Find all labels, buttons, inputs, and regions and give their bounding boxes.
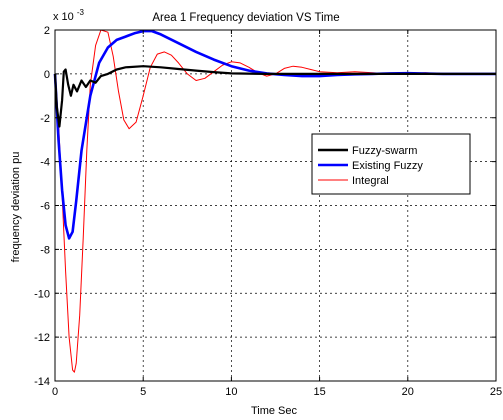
- y-tick-label: -6: [40, 201, 50, 213]
- x-tick-label: 5: [140, 386, 146, 398]
- x-tick-label: 25: [490, 386, 502, 398]
- y-tick-label: 0: [44, 69, 50, 81]
- x-tick-label: 20: [402, 386, 414, 398]
- y-scale-base: x 10: [53, 11, 74, 23]
- x-tick-label: 15: [313, 386, 325, 398]
- y-scale-note: x 10 -3: [53, 8, 85, 23]
- legend-label-fuzzy-swarm: Fuzzy-swarm: [352, 145, 417, 157]
- y-axis-title: frequency deviation pu: [10, 152, 22, 263]
- legend-label-existing-fuzzy: Existing Fuzzy: [352, 160, 423, 172]
- y-tick-label: -10: [34, 288, 50, 300]
- x-tick-labels: 0 5 10 15 20 25: [52, 386, 502, 398]
- y-tick-label: -12: [34, 332, 50, 344]
- chart-title: Area 1 Frequency deviation VS Time: [152, 12, 339, 24]
- x-axis-title: Time Sec: [251, 405, 298, 417]
- legend: Fuzzy-swarm Existing Fuzzy Integral: [311, 133, 471, 195]
- y-tick-label: -2: [40, 113, 50, 125]
- y-scale-exponent: -3: [77, 8, 85, 17]
- grid: [55, 30, 496, 381]
- x-tick-label: 10: [225, 386, 237, 398]
- y-tick-label: -4: [40, 157, 50, 169]
- series-line-integral: [54, 29, 496, 373]
- axis-ticks: [54, 29, 497, 382]
- series-line-fuzzy-swarm: [53, 65, 496, 128]
- y-tick-label: 2: [44, 25, 50, 37]
- y-tick-labels: 2 0 -2 -4 -6 -8 -10 -12 -14: [34, 25, 50, 388]
- legend-label-integral: Integral: [352, 175, 389, 187]
- y-tick-label: -14: [34, 376, 50, 388]
- x-tick-label: 0: [52, 386, 58, 398]
- series-lines: [53, 29, 496, 373]
- y-tick-label: -8: [40, 244, 50, 256]
